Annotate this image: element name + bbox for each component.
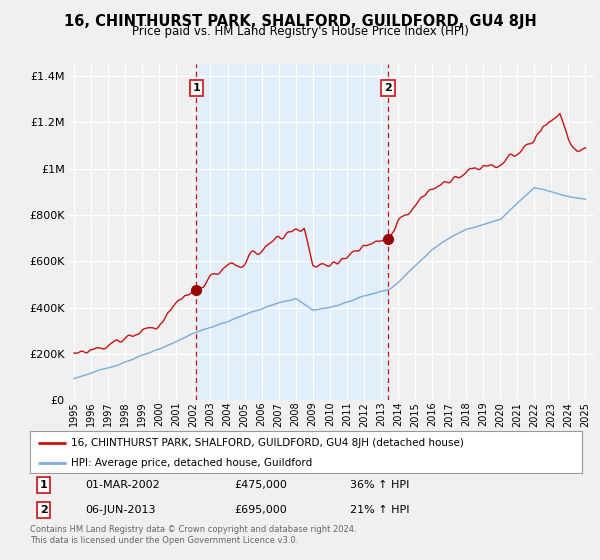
Text: £475,000: £475,000 <box>234 480 287 490</box>
Text: 06-JUN-2013: 06-JUN-2013 <box>85 505 156 515</box>
Text: 21% ↑ HPI: 21% ↑ HPI <box>350 505 410 515</box>
Text: 01-MAR-2002: 01-MAR-2002 <box>85 480 160 490</box>
Text: 1: 1 <box>193 83 200 93</box>
Text: 2: 2 <box>384 83 392 93</box>
Bar <box>196 64 388 400</box>
Text: 36% ↑ HPI: 36% ↑ HPI <box>350 480 410 490</box>
Text: Contains HM Land Registry data © Crown copyright and database right 2024.
This d: Contains HM Land Registry data © Crown c… <box>30 525 356 545</box>
Text: HPI: Average price, detached house, Guildford: HPI: Average price, detached house, Guil… <box>71 458 313 468</box>
Text: Price paid vs. HM Land Registry's House Price Index (HPI): Price paid vs. HM Land Registry's House … <box>131 25 469 38</box>
Text: £695,000: £695,000 <box>234 505 287 515</box>
Text: 16, CHINTHURST PARK, SHALFORD, GUILDFORD, GU4 8JH: 16, CHINTHURST PARK, SHALFORD, GUILDFORD… <box>64 14 536 29</box>
Text: 1: 1 <box>40 480 47 490</box>
Text: 2: 2 <box>40 505 47 515</box>
Text: 16, CHINTHURST PARK, SHALFORD, GUILDFORD, GU4 8JH (detached house): 16, CHINTHURST PARK, SHALFORD, GUILDFORD… <box>71 438 464 448</box>
